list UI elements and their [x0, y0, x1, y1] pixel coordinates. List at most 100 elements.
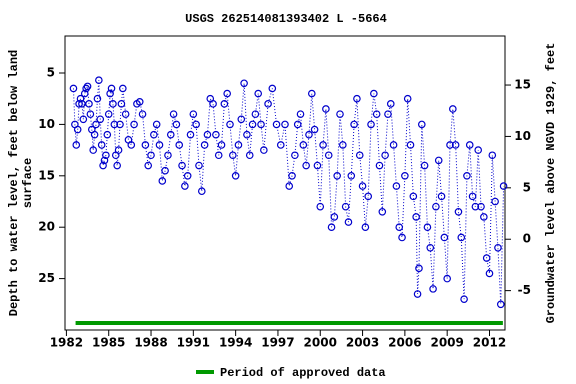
y-tick-label: 20 [38, 220, 55, 234]
data-point [333, 172, 341, 180]
data-point [460, 295, 468, 303]
data-point [203, 130, 212, 139]
data-point [110, 120, 119, 129]
data-point [212, 130, 220, 139]
data-point [449, 105, 457, 113]
x-tick-label: 1997 [261, 336, 294, 350]
data-point [426, 243, 435, 252]
data-point [499, 182, 508, 190]
data-point [384, 110, 392, 118]
data-point [477, 202, 485, 211]
data-point [86, 110, 95, 118]
data-point [85, 100, 93, 108]
data-point [313, 161, 322, 170]
data-point [121, 110, 130, 118]
data-point [107, 84, 116, 93]
data-point [471, 202, 480, 211]
plot-frame [64, 35, 506, 331]
data-point [358, 182, 367, 190]
data-point [104, 110, 113, 118]
data-point [231, 172, 240, 180]
y2-tick-label: 15 [514, 78, 531, 92]
data-point [100, 156, 109, 165]
data-point [468, 192, 477, 201]
data-point [89, 146, 98, 154]
data-point [293, 120, 302, 129]
data-point [474, 146, 483, 154]
data-point [361, 223, 370, 232]
data-point [389, 141, 398, 149]
data-point [102, 151, 110, 160]
data-point [491, 197, 499, 206]
data-point [192, 120, 200, 129]
data-point [276, 141, 285, 149]
data-point [135, 97, 144, 106]
y-axis-label: Depth to water level, feet below land [7, 50, 21, 316]
data-point [432, 202, 440, 211]
data-point [367, 120, 375, 129]
data-point [73, 125, 82, 134]
data-point [353, 94, 361, 103]
data-point [494, 243, 502, 252]
y-tick-label: 15 [38, 168, 55, 182]
data-point [305, 130, 313, 139]
data-point [248, 120, 257, 129]
x-tick-label: 2000 [304, 336, 337, 350]
data-point [381, 151, 389, 160]
data-point [423, 223, 432, 232]
data-point [114, 146, 123, 154]
data-point [99, 161, 107, 170]
data-point [463, 172, 471, 180]
y2-tick-label: 10 [514, 129, 531, 143]
data-point [451, 141, 460, 149]
data-point [147, 151, 155, 160]
data-point [78, 100, 86, 108]
data-point [372, 110, 381, 118]
data-point [370, 89, 378, 98]
y-axis-label: surface [21, 158, 35, 208]
data-point [310, 125, 319, 134]
x-tick-label: 2003 [346, 336, 379, 350]
data-point [144, 161, 153, 170]
data-point [109, 100, 117, 108]
data-point [409, 192, 418, 201]
data-point [251, 110, 260, 118]
data-point [97, 141, 106, 149]
data-point [106, 89, 114, 98]
data-point [316, 202, 325, 211]
data-point [69, 84, 78, 93]
data-point [324, 151, 333, 160]
y2-axis-label: Groundwater level above NGVD 1929, feet [544, 43, 558, 324]
data-point [127, 141, 136, 149]
data-point [240, 79, 248, 88]
data-point [254, 89, 263, 98]
data-point [307, 89, 316, 98]
data-point [164, 151, 172, 160]
data-point [169, 110, 178, 118]
data-point [90, 130, 99, 139]
data-point [130, 120, 138, 129]
data-point [330, 213, 339, 221]
data-point [443, 274, 451, 283]
y-tick-label: 10 [38, 117, 55, 131]
data-point [117, 100, 126, 108]
x-tick-label: 2012 [473, 336, 506, 350]
data-point [80, 89, 89, 98]
data-point [229, 151, 237, 160]
data-point [243, 130, 251, 139]
data-point [75, 100, 83, 108]
data-point [268, 84, 277, 93]
data-point [482, 254, 491, 262]
data-point [285, 182, 294, 190]
data-point [336, 110, 344, 118]
x-tick-label: 2006 [388, 336, 421, 350]
data-point [364, 192, 373, 201]
data-point [281, 120, 289, 129]
data-point [341, 202, 350, 211]
data-point [378, 207, 387, 216]
data-point [150, 130, 158, 139]
data-point [355, 151, 364, 160]
data-point [220, 100, 229, 108]
data-point [457, 233, 466, 242]
data-point [93, 94, 102, 103]
